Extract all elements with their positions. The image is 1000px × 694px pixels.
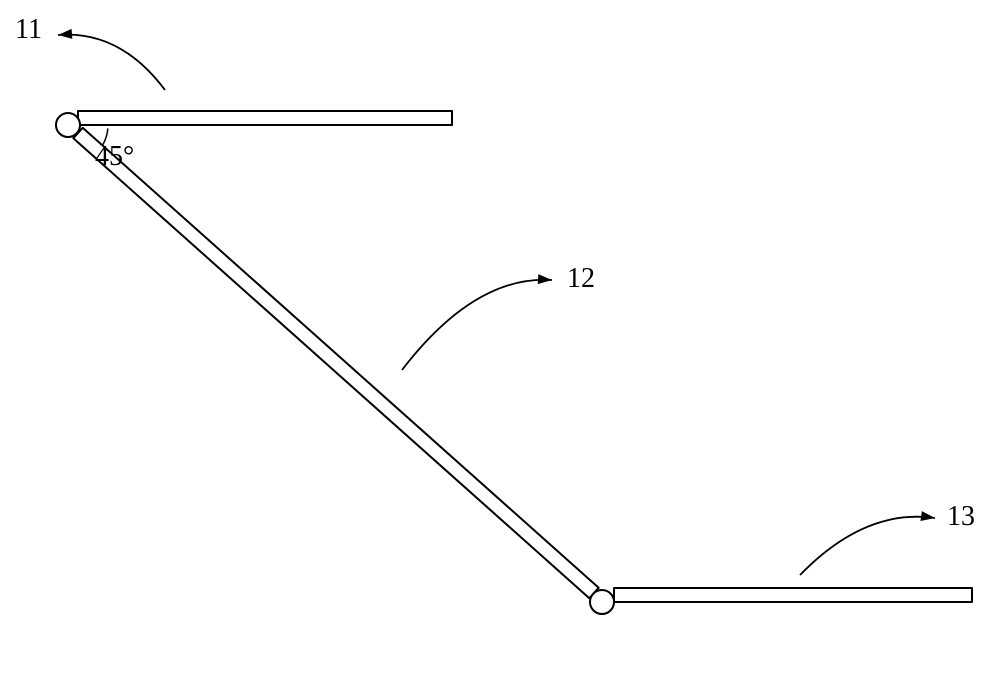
joint-2 [590, 590, 614, 614]
angle-label: 45° [95, 141, 134, 172]
arrowhead [920, 511, 935, 521]
callout-12-label: 12 [567, 263, 595, 294]
callout-13-label: 13 [947, 501, 975, 532]
callout-11-label: 11 [15, 14, 42, 45]
callout-13-leader [800, 517, 935, 575]
callout-11-leader [58, 35, 165, 90]
arrowhead [58, 29, 72, 39]
joint-1 [56, 113, 80, 137]
callout-12-leader [402, 280, 552, 370]
bar-top [78, 111, 452, 125]
arrowhead [538, 274, 552, 284]
bar-bottom [614, 588, 972, 602]
bar-diag [73, 128, 598, 598]
